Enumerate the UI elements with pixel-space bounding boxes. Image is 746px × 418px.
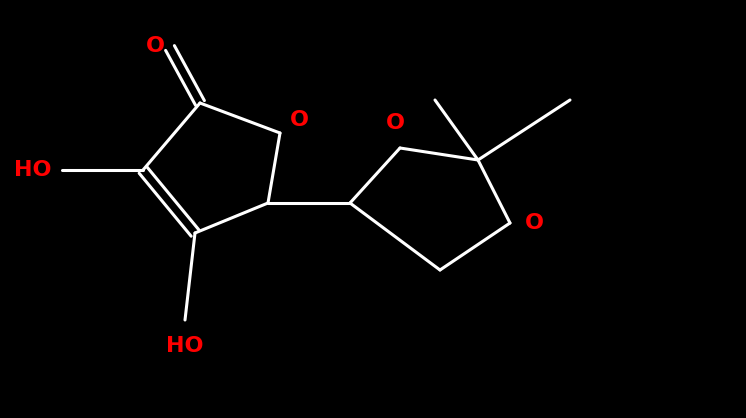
Text: O: O <box>386 113 404 133</box>
Text: O: O <box>290 110 309 130</box>
Text: HO: HO <box>14 160 52 180</box>
Text: HO: HO <box>166 336 204 356</box>
Text: O: O <box>525 213 544 233</box>
Text: O: O <box>145 36 165 56</box>
